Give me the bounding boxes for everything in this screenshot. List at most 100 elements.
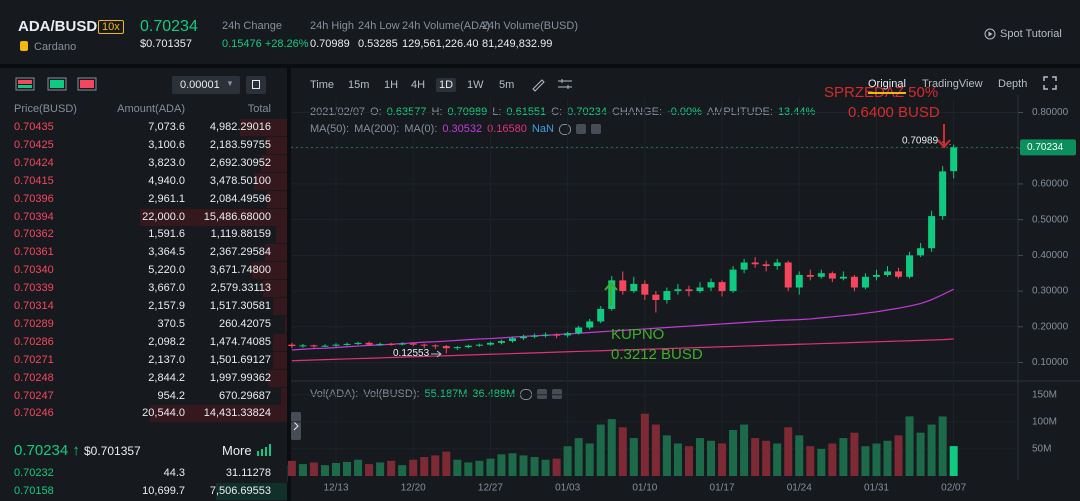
arrow: ↑	[72, 442, 80, 459]
volume-tick-label: 150M	[1032, 389, 1057, 400]
price: 0.70415	[14, 174, 54, 187]
settings-icon[interactable]	[575, 124, 586, 134]
tutorial-link[interactable]: Spot Tutorial	[1000, 28, 1062, 40]
candle-body	[950, 147, 958, 172]
price: 0.70246	[14, 407, 54, 420]
volume-bar	[398, 465, 407, 476]
x-tick-label: 01/17	[710, 483, 735, 494]
total: 7,506.69553	[209, 485, 271, 497]
pair[interactable]: ADA/BUSD	[18, 18, 98, 35]
more-link[interactable]: More	[222, 443, 252, 458]
settings-icon[interactable]	[537, 389, 548, 399]
interval: Time	[310, 79, 335, 91]
amount: 954.2	[157, 389, 185, 402]
depth-bar	[273, 333, 287, 351]
y-tick-label: 0.20000	[1032, 321, 1069, 332]
candle-body	[630, 283, 638, 292]
volume-bar	[894, 435, 903, 476]
volume-bar	[795, 435, 804, 476]
volume-bar	[354, 459, 363, 476]
volume-bar	[651, 424, 660, 476]
candle-body	[619, 280, 627, 292]
price: 0.70339	[14, 282, 54, 295]
legend-entry: MA(0):	[404, 123, 438, 135]
candle-body	[884, 271, 891, 275]
volume-bar	[298, 464, 307, 476]
volume-bar	[806, 446, 815, 476]
settings-button[interactable]	[246, 76, 266, 94]
candle-body	[387, 343, 395, 345]
interval[interactable]: 5m	[499, 79, 515, 91]
candle-body	[354, 342, 362, 344]
amount: 3,364.5	[148, 246, 185, 259]
candle-body	[795, 275, 803, 288]
depth-bar	[267, 190, 287, 208]
precision-dropdown[interactable]: 0.00001 ▼	[172, 76, 240, 94]
candle-body	[939, 171, 947, 217]
volume-bar	[773, 443, 782, 476]
volume-bar	[673, 443, 682, 476]
view-tab[interactable]: Original	[868, 78, 906, 94]
buy-annotation: KUPNO	[611, 326, 664, 343]
volume-bar	[486, 458, 495, 476]
eye-icon[interactable]	[520, 388, 533, 400]
amount: 7,073.6	[148, 121, 185, 133]
stat-label: 24h Low	[358, 20, 400, 32]
candle-body	[520, 336, 528, 339]
candle-body	[806, 275, 814, 277]
interval[interactable]: 4H	[411, 79, 426, 91]
coin-name: Cardano	[34, 41, 77, 53]
volume-bar	[662, 435, 671, 476]
candle-body	[575, 327, 583, 334]
volume-bar	[695, 438, 704, 476]
candle-body	[497, 341, 505, 343]
depth-bar	[276, 226, 287, 244]
stat-label: 24h Volume(ADA)	[402, 20, 491, 32]
volume-bar	[872, 443, 881, 476]
candle-body	[531, 335, 539, 337]
stat-label: 24h Volume(BUSD)	[482, 20, 578, 32]
volume-bar	[442, 451, 451, 476]
collapse-handle[interactable]	[291, 412, 301, 440]
orderbook-view-icons[interactable]	[14, 76, 100, 92]
candle-body	[299, 345, 307, 347]
candle-body	[486, 342, 494, 345]
volume-bar	[927, 424, 936, 476]
ma-line	[291, 338, 954, 362]
eye-icon[interactable]	[558, 123, 571, 135]
interval[interactable]: 1D	[436, 78, 457, 92]
candle-body	[409, 343, 417, 345]
candle-body	[850, 276, 858, 288]
interval[interactable]: 1W	[467, 79, 484, 91]
volume-bar	[475, 460, 484, 476]
total: 3,478.50100	[209, 174, 271, 187]
separator	[287, 64, 291, 501]
price: 0.70247	[14, 389, 54, 402]
stat-label: 24h Change	[222, 20, 282, 32]
interval[interactable]: 1H	[384, 79, 399, 91]
low-arrow	[431, 350, 442, 358]
candle-body	[431, 345, 439, 347]
close-icon[interactable]	[552, 389, 563, 399]
interval[interactable]: 15m	[348, 79, 370, 91]
candle-body	[696, 287, 704, 292]
total: 4,982.29016	[209, 121, 271, 133]
sell-arrow	[937, 124, 951, 149]
tool-icons[interactable]	[530, 76, 574, 92]
candle-body	[288, 344, 296, 347]
volume-bar	[309, 462, 318, 476]
amount: 44.3	[163, 467, 185, 479]
volume-bar	[320, 465, 329, 476]
view-tab[interactable]: TradingView	[922, 78, 983, 90]
legend-value: NaN	[531, 123, 554, 135]
dropdown-caret: ▼	[226, 79, 234, 88]
close-icon[interactable]	[590, 124, 601, 134]
volume-bar	[640, 413, 649, 476]
fullscreen-icon[interactable]	[1043, 76, 1057, 90]
column-header: Amount(ADA)	[117, 103, 185, 115]
usd-price: $0.701357	[140, 38, 192, 50]
view-tab[interactable]: Depth	[998, 78, 1028, 90]
column-header: Total	[247, 103, 271, 115]
volume-bar	[409, 459, 418, 476]
volume-bar	[530, 457, 539, 476]
